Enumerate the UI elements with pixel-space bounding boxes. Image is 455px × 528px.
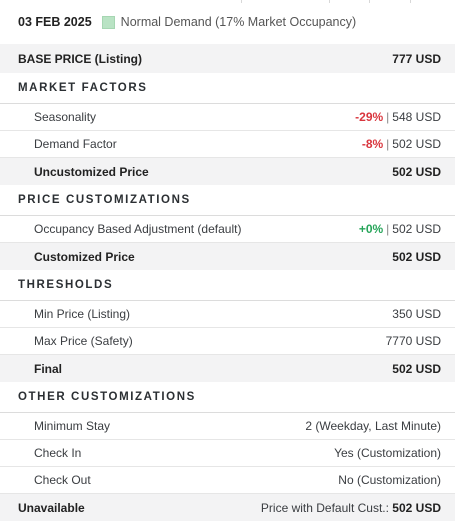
- row-max-price: Max Price (Safety) 7770 USD: [0, 328, 455, 355]
- divider: [410, 0, 411, 3]
- row-value: Yes (Customization): [334, 446, 441, 460]
- section-other-customizations: OTHER CUSTOMIZATIONS: [0, 382, 455, 413]
- row-label: Final: [34, 361, 63, 376]
- row-customized-price: Customized Price 502 USD: [0, 243, 455, 270]
- demand-legend-swatch: [101, 15, 115, 29]
- divider: [241, 0, 242, 3]
- row-value: +0% | 502 USD: [358, 222, 441, 236]
- row-label: Customized Price: [34, 249, 135, 264]
- change-percent: -8%: [361, 137, 384, 151]
- row-demand-factor: Demand Factor -8% | 502 USD: [0, 131, 455, 158]
- row-value: 502 USD: [392, 164, 441, 179]
- row-label: Check In: [34, 446, 82, 460]
- base-price-row: BASE PRICE (Listing) 777 USD: [0, 44, 455, 73]
- row-min-price: Min Price (Listing) 350 USD: [0, 301, 455, 328]
- row-value: -8% | 502 USD: [361, 137, 441, 151]
- row-minimum-stay: Minimum Stay 2 (Weekday, Last Minute): [0, 413, 455, 440]
- footer-price: 502 USD: [392, 500, 441, 515]
- footer-value: Price with Default Cust.: 502 USD: [261, 501, 441, 515]
- change-percent: -29%: [355, 110, 384, 124]
- row-value: No (Customization): [338, 473, 441, 487]
- footer-unavailable-row: Unavailable Price with Default Cust.: 50…: [0, 494, 455, 521]
- demand-label: Normal Demand (17% Market Occupancy): [120, 15, 357, 29]
- row-seasonality: Seasonality -29% | 548 USD: [0, 104, 455, 131]
- base-price-value: 777 USD: [392, 51, 441, 66]
- row-value: 502 USD: [392, 361, 441, 376]
- row-value: 2 (Weekday, Last Minute): [305, 419, 441, 433]
- clipped-top-toolbar: [0, 0, 455, 3]
- row-value: -29% | 548 USD: [355, 110, 441, 124]
- row-check-in: Check In Yes (Customization): [0, 440, 455, 467]
- row-label: Minimum Stay: [34, 419, 111, 433]
- footer-note: Price with Default Cust.:: [260, 500, 389, 515]
- row-label: Check Out: [34, 473, 91, 487]
- section-price-customizations: PRICE CUSTOMIZATIONS: [0, 185, 455, 216]
- row-uncustomized-price: Uncustomized Price 502 USD: [0, 158, 455, 185]
- price-breakdown-header: 03 FEB 2025 Normal Demand (17% Market Oc…: [0, 0, 455, 44]
- row-label: Seasonality: [34, 110, 97, 124]
- section-market-factors: MARKET FACTORS: [0, 73, 455, 104]
- row-label: Occupancy Based Adjustment (default): [34, 222, 242, 236]
- row-label: Demand Factor: [34, 137, 117, 151]
- base-price-label: BASE PRICE (Listing): [18, 51, 143, 66]
- section-thresholds: THRESHOLDS: [0, 270, 455, 301]
- change-percent: +0%: [358, 222, 384, 236]
- price-value: 502 USD: [392, 222, 441, 236]
- row-occupancy-adjustment: Occupancy Based Adjustment (default) +0%…: [0, 216, 455, 243]
- row-final-price: Final 502 USD: [0, 355, 455, 382]
- row-value: 350 USD: [392, 307, 441, 321]
- divider: [369, 0, 370, 3]
- date-label: 03 FEB 2025: [18, 15, 92, 29]
- price-value: 548 USD: [392, 110, 441, 124]
- row-value: 7770 USD: [385, 334, 441, 348]
- price-value: 502 USD: [392, 137, 441, 151]
- row-label: Min Price (Listing): [34, 307, 131, 321]
- divider: [329, 0, 330, 3]
- row-check-out: Check Out No (Customization): [0, 467, 455, 494]
- row-label: Uncustomized Price: [34, 164, 149, 179]
- row-label: Max Price (Safety): [34, 334, 133, 348]
- footer-label: Unavailable: [18, 500, 85, 515]
- row-value: 502 USD: [392, 249, 441, 264]
